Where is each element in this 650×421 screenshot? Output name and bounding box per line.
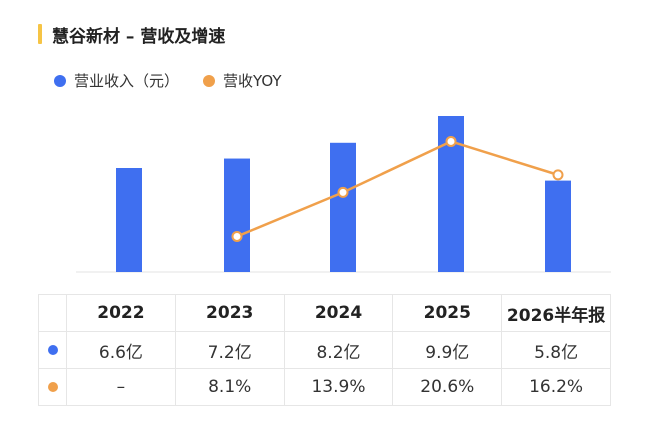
table-cell: 7.2亿	[174, 331, 285, 369]
table-header-cell: 2025	[392, 294, 503, 332]
yoy-dot-icon	[47, 382, 58, 392]
chart-title: 慧谷新材 – 营收及增速	[52, 27, 226, 47]
legend-yoy-dot	[203, 74, 216, 87]
table-cell: 6.6亿	[66, 331, 176, 369]
legend: 营业收入（元） 营收YOY	[54, 70, 306, 91]
bar-2023	[224, 158, 250, 272]
table-header-cell: 2024	[283, 294, 394, 332]
data-table: 2022 2023 2024 2025 2026半年报 6.6亿 7.2亿 8.…	[38, 294, 611, 406]
yoy-line	[236, 140, 559, 238]
yoy-point-2026半年报	[552, 169, 564, 181]
bar-2022	[116, 168, 142, 272]
row-marker-cell	[38, 368, 67, 406]
table-cell: –	[66, 368, 176, 406]
table-cell: 5.8亿	[501, 331, 611, 369]
table-header-row: 2022 2023 2024 2025 2026半年报	[38, 294, 611, 332]
legend-item-yoy: 营收YOY	[203, 70, 282, 91]
legend-revenue-label: 营业收入（元）	[74, 72, 180, 90]
title-accent-bar	[38, 24, 42, 44]
table-cell: 8.2亿	[283, 331, 394, 369]
yoy-point-2025	[445, 135, 457, 147]
table-cell: 8.1%	[174, 368, 285, 406]
yoy-point-2024	[337, 186, 349, 198]
legend-yoy-label: 营收YOY	[223, 72, 282, 90]
bar-2024	[330, 142, 356, 272]
table-cell: 13.9%	[283, 368, 394, 406]
table-corner-cell	[38, 294, 67, 332]
table-row-revenue: 6.6亿 7.2亿 8.2亿 9.9亿 5.8亿	[38, 331, 611, 369]
yoy-series	[231, 135, 564, 242]
table-header-cell: 2023	[174, 294, 285, 332]
legend-revenue-dot	[54, 74, 66, 87]
table-cell: 9.9亿	[392, 331, 503, 369]
table-header-cell: 2026半年报	[501, 294, 611, 332]
table-row-yoy: – 8.1% 13.9% 20.6% 16.2%	[38, 368, 611, 406]
revenue-dot-icon	[47, 345, 58, 355]
row-marker-cell	[38, 331, 67, 369]
legend-item-revenue: 营业收入（元）	[54, 70, 179, 91]
bar-2026半年报	[545, 180, 571, 272]
bar-series	[116, 116, 571, 272]
yoy-point-2023	[231, 230, 243, 242]
chart-plot	[76, 116, 611, 273]
table-cell: 20.6%	[392, 368, 503, 406]
table-header-cell: 2022	[66, 294, 176, 332]
table-cell: 16.2%	[501, 368, 611, 406]
